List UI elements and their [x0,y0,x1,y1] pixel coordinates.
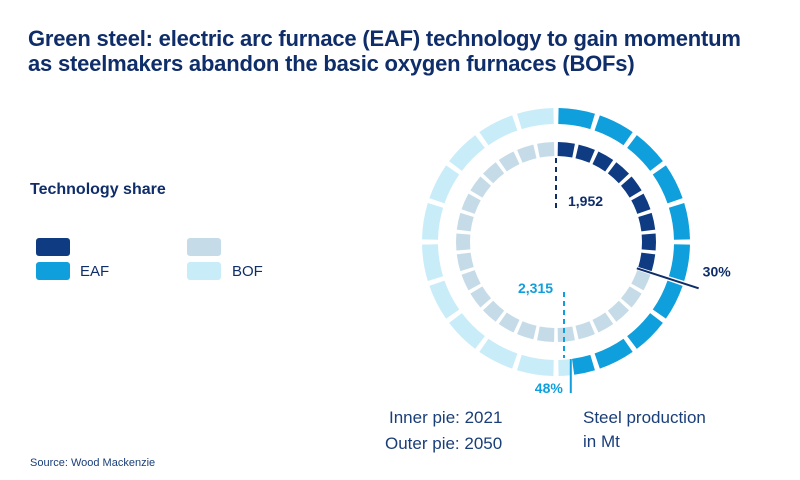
outer-ring-bof-segment [517,354,554,376]
legend-label-eaf: EAF [80,263,110,280]
outer-ring-eaf-segment [571,354,595,375]
inner-ring-bof-segment [537,142,555,158]
inner-ring-eaf-segment [592,151,614,172]
legend-swatch-eaf-2021 [36,238,70,256]
outer-ring-eaf-segment [594,338,633,369]
outer-ring-bof-segment [422,203,444,240]
outer-ring-eaf-segment [668,203,690,240]
inner-ring-bof-segment [537,326,555,342]
inner-ring-bof-segment [456,252,474,272]
legend-swatch-eaf-2050 [36,262,70,280]
inner-ring-eaf-segment [607,162,630,184]
outer-ring-eaf-segment [626,312,663,349]
inner-ring-bof-segment [631,270,651,291]
inner-ring-eaf-segment [638,212,656,232]
unit-note-line-2: in Mt [583,432,620,451]
inner-ring-bof-segment [557,326,575,342]
inner-ring-bof-segment [517,321,537,340]
inner-ring-eaf-segment [557,142,575,158]
legend-swatch-bof-2050 [187,262,221,280]
outer-ring-bof-segment [558,359,572,376]
unit-note-line-1: Steel production [583,408,706,427]
outer-ring-bof-segment [422,244,444,281]
outer-ring-eaf-segment [668,244,690,281]
outer-ring-eaf-segment [558,108,595,130]
inner-ring-bof-segment [592,312,614,333]
inner-ring-eaf-segment [631,193,651,214]
outer-total-label: 2,315 [518,280,553,296]
inner-ring-bof-segment [461,270,481,291]
outer-ring-bof-segment [429,165,460,204]
inner-ring-eaf-segment [620,176,642,198]
inner-ring-bof-segment [498,312,520,333]
outer-ring-eaf-segment [652,280,683,319]
inner-ring-bof-segment [517,144,537,163]
inner-ring-bof-segment [482,300,505,322]
outer-pie-note: Outer pie: 2050 [385,434,503,453]
inner-ring-bof-segment [461,193,481,214]
chart-title-line-1: Green steel: electric arc furnace (EAF) … [28,26,741,51]
inner-ring-eaf-segment [638,252,656,272]
outer-ring-bof-segment [449,312,486,349]
inner-share-label: 30% [703,263,732,279]
inner-ring-bof-segment [470,176,492,198]
source-note: Source: Wood Mackenzie [30,457,156,469]
legend-swatch-bof-2021 [187,238,221,256]
inner-ring-bof-segment [575,321,595,340]
inner-total-label: 1,952 [568,193,603,209]
outer-ring-eaf-segment [626,135,663,172]
inner-ring-bof-segment [456,212,474,232]
inner-ring-bof-segment [620,286,642,308]
outer-share-label: 48% [535,380,564,396]
outer-ring-bof-segment [479,338,518,369]
inner-pie-note: Inner pie: 2021 [389,408,503,427]
outer-ring-bof-segment [479,115,518,146]
outer-ring-eaf-segment [652,165,683,204]
outer-ring-bof-segment [517,108,554,130]
inner-ring-bof-segment [498,151,520,172]
inner-share-pointer [636,267,699,290]
outer-ring-bof-segment [449,135,486,172]
outer-ring-bof-segment [429,280,460,319]
chart-title: Green steel: electric arc furnace (EAF) … [28,26,788,76]
inner-ring-bof-segment [470,286,492,308]
inner-ring-eaf-segment [575,144,595,163]
inner-ring-bof-segment [482,162,505,184]
legend-label-bof: BOF [232,263,263,280]
legend-title: Technology share [30,181,166,198]
chart-title-line-2: as steelmakers abandon the basic oxygen … [28,51,635,76]
inner-ring-bof-segment [607,300,630,322]
outer-ring-eaf-segment [594,115,633,146]
